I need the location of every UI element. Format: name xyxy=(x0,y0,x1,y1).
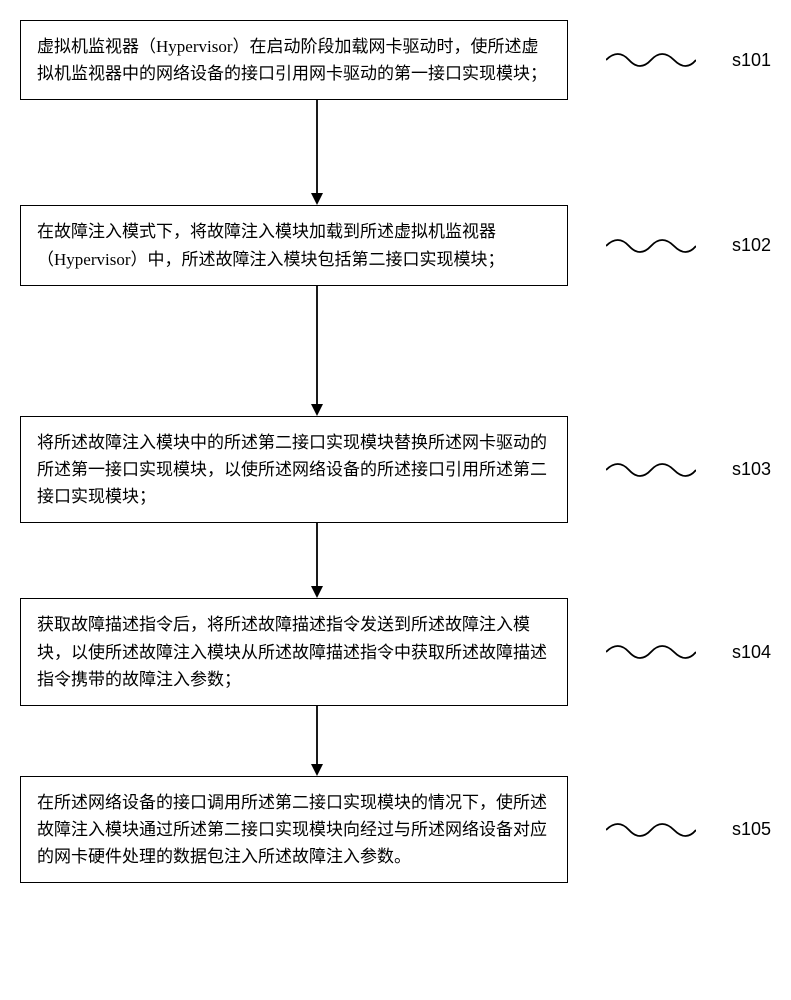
step-label: s103 xyxy=(732,459,771,480)
connector-wave-icon xyxy=(606,231,696,261)
step-box: 虚拟机监视器（Hypervisor）在启动阶段加载网卡驱动时，使所述虚拟机监视器… xyxy=(20,20,568,100)
connector-wave-icon xyxy=(606,455,696,485)
arrow-down-icon xyxy=(307,100,327,205)
step-connector xyxy=(576,45,726,75)
arrow-container xyxy=(37,100,597,205)
step-label: s102 xyxy=(732,235,771,256)
step-row: 在所述网络设备的接口调用所述第二接口实现模块的情况下，使所述故障注入模块通过所述… xyxy=(20,776,771,884)
flowchart-container: 虚拟机监视器（Hypervisor）在启动阶段加载网卡驱动时，使所述虚拟机监视器… xyxy=(20,20,771,883)
arrow-container xyxy=(37,286,597,416)
step-connector xyxy=(576,637,726,667)
step-label: s104 xyxy=(732,642,771,663)
step-row: 获取故障描述指令后，将所述故障描述指令发送到所述故障注入模块，以使所述故障注入模… xyxy=(20,598,771,706)
step-label: s105 xyxy=(732,819,771,840)
arrow-down-icon xyxy=(307,286,327,416)
step-box: 在所述网络设备的接口调用所述第二接口实现模块的情况下，使所述故障注入模块通过所述… xyxy=(20,776,568,884)
step-row: 将所述故障注入模块中的所述第二接口实现模块替换所述网卡驱动的所述第一接口实现模块… xyxy=(20,416,771,524)
step-row: 在故障注入模式下，将故障注入模块加载到所述虚拟机监视器（Hypervisor）中… xyxy=(20,205,771,285)
step-row: 虚拟机监视器（Hypervisor）在启动阶段加载网卡驱动时，使所述虚拟机监视器… xyxy=(20,20,771,100)
arrow-down-icon xyxy=(307,706,327,776)
arrow-container xyxy=(37,523,597,598)
connector-wave-icon xyxy=(606,45,696,75)
connector-wave-icon xyxy=(606,815,696,845)
step-connector xyxy=(576,815,726,845)
arrow-container xyxy=(37,706,597,776)
step-connector xyxy=(576,231,726,261)
step-connector xyxy=(576,455,726,485)
step-label: s101 xyxy=(732,50,771,71)
step-box: 在故障注入模式下，将故障注入模块加载到所述虚拟机监视器（Hypervisor）中… xyxy=(20,205,568,285)
arrow-down-icon xyxy=(307,523,327,598)
connector-wave-icon xyxy=(606,637,696,667)
step-box: 将所述故障注入模块中的所述第二接口实现模块替换所述网卡驱动的所述第一接口实现模块… xyxy=(20,416,568,524)
step-box: 获取故障描述指令后，将所述故障描述指令发送到所述故障注入模块，以使所述故障注入模… xyxy=(20,598,568,706)
